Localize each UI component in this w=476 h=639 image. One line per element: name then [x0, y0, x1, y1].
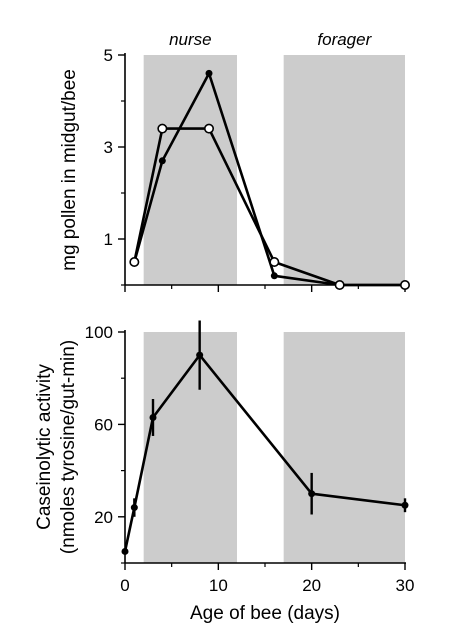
top-y-tick-label: 1 — [104, 230, 113, 249]
x-tick-label: 30 — [396, 576, 415, 595]
top-series-2-point — [157, 123, 168, 134]
bot-series-1-point — [149, 413, 157, 421]
band-label-nurse: nurse — [169, 30, 212, 49]
bot-series-1-point — [196, 351, 204, 359]
pollen-chart: nurse forager 1 3 5 mg pollen in midgut/bee — [59, 30, 410, 292]
top-series-1-point — [205, 69, 213, 77]
bottom-y-axis-title: Caseinolytic activity — [34, 364, 55, 530]
top-y-axis-title: mg pollen in midgut/bee — [59, 69, 80, 271]
bot-band-1 — [143, 332, 237, 563]
bottom-axes: 20 60 100 0 10 20 30 — [85, 323, 415, 595]
top-series-2-point — [399, 279, 410, 290]
bot-y-tick-label: 60 — [94, 415, 113, 434]
bot-y-tick-label: 20 — [94, 508, 113, 527]
top-series — [129, 69, 410, 290]
top-shaded-bands — [143, 55, 405, 285]
top-series-1-point — [270, 272, 278, 280]
top-series-2-line — [133, 127, 405, 287]
band-label-forager: forager — [317, 30, 372, 49]
top-series-2-point — [269, 256, 280, 267]
x-tick-label: 10 — [209, 576, 228, 595]
bot-y-tick-label: 100 — [85, 323, 113, 342]
bot-band-2 — [283, 332, 405, 563]
bottom-shaded-bands — [143, 332, 405, 563]
bot-series-1-point — [121, 547, 129, 555]
top-band-1 — [143, 55, 237, 285]
bot-series-1-point — [130, 504, 138, 512]
caseinolytic-chart: 20 60 100 0 10 20 30 Caseinolytic activity (nm… — [34, 320, 414, 624]
x-axis-title: Age of bee (days) — [190, 603, 340, 624]
bot-series-1-point — [308, 490, 316, 498]
top-series-2-point — [204, 123, 215, 134]
top-y-tick-label: 3 — [104, 138, 113, 157]
bot-series-1-point — [401, 501, 409, 509]
top-series-2-point — [129, 256, 140, 267]
top-band-2 — [283, 55, 405, 285]
bot-series-1-line — [123, 353, 406, 552]
top-series-1-point — [158, 157, 166, 165]
x-tick-label: 20 — [302, 576, 321, 595]
top-y-tick-label: 5 — [104, 46, 113, 65]
bottom-y-axis-subtitle: (nmoles tyrosine/gut-min) — [58, 340, 79, 554]
top-band-labels: nurse forager — [169, 30, 373, 49]
bottom-series — [121, 320, 409, 555]
top-series-2-point — [334, 279, 345, 290]
x-tick-label: 0 — [120, 576, 129, 595]
